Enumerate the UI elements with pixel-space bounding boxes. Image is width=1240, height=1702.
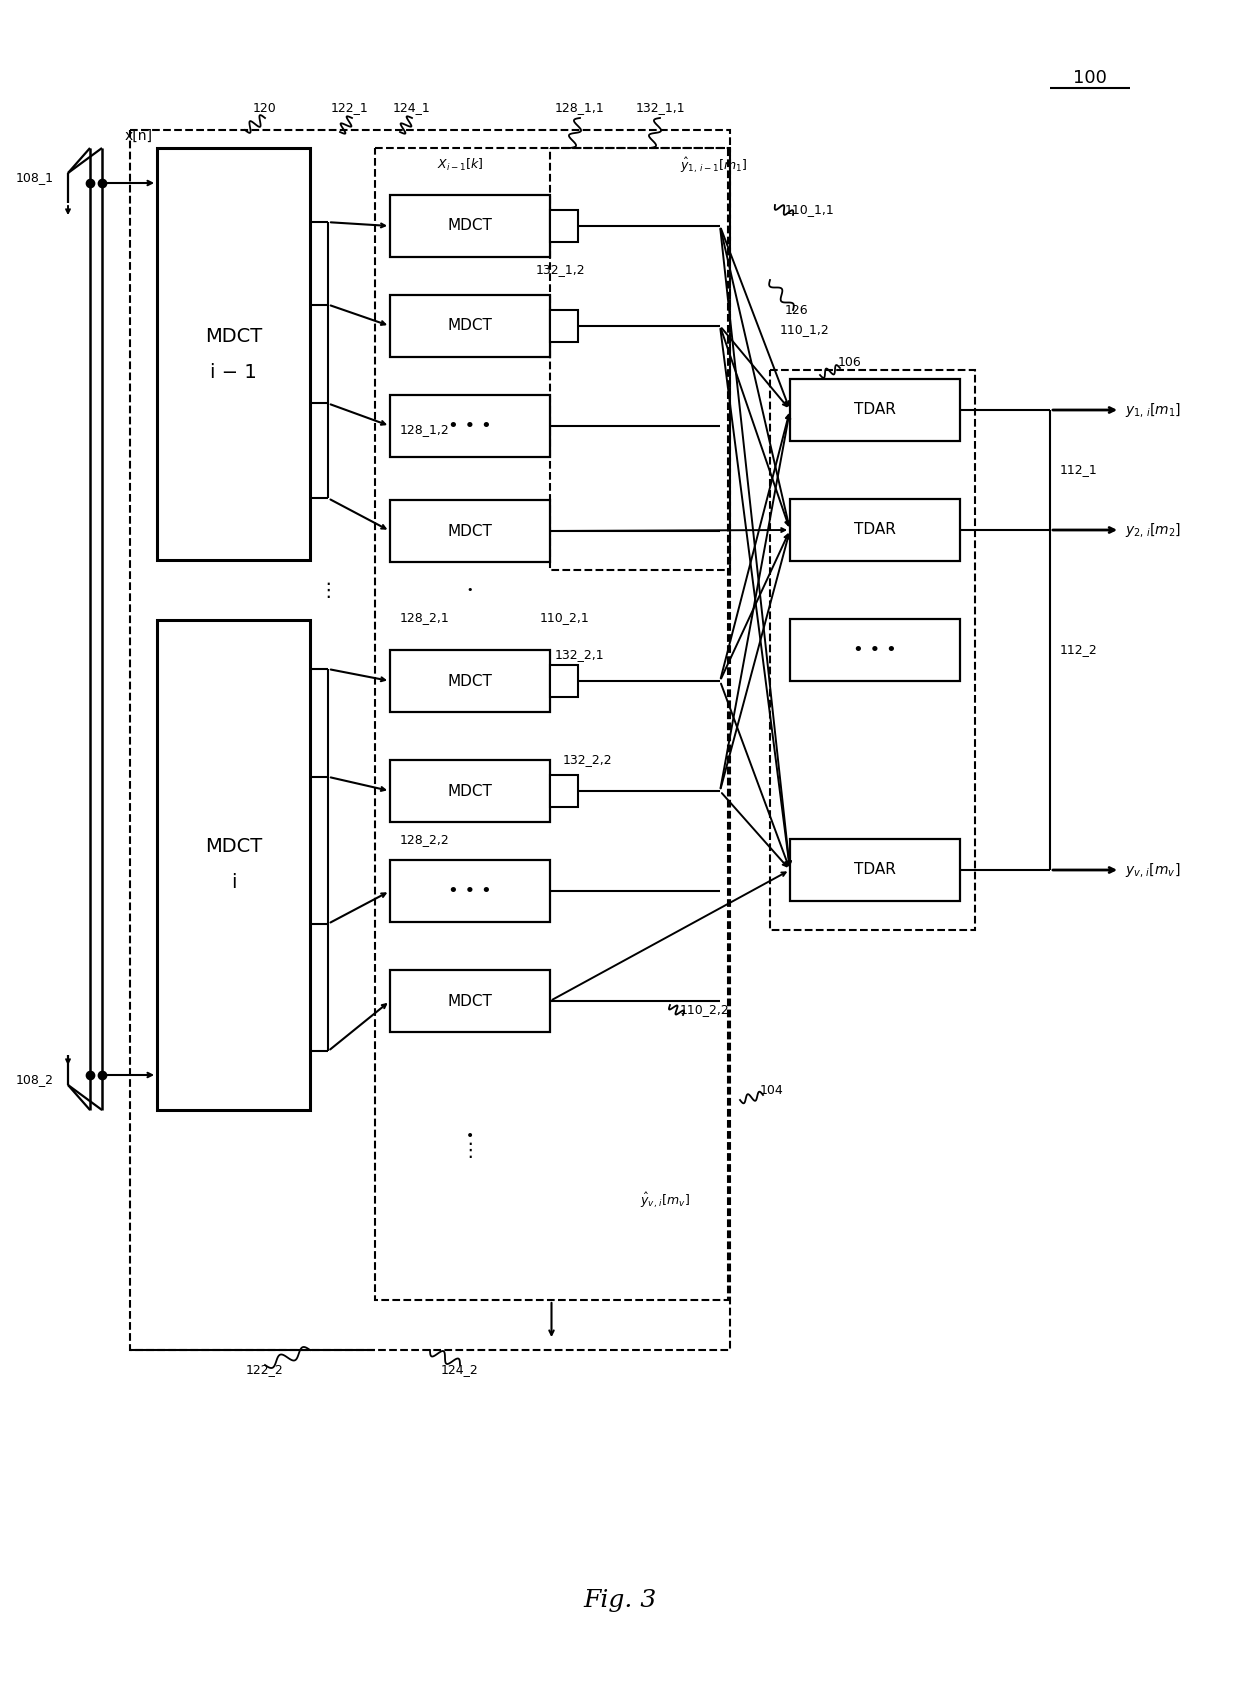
Text: 100: 100 bbox=[1073, 70, 1107, 87]
Bar bbox=[391, 196, 551, 257]
Text: 132_1,2: 132_1,2 bbox=[536, 264, 585, 276]
Bar bbox=[551, 209, 578, 242]
Text: 110_1,1: 110_1,1 bbox=[785, 204, 835, 216]
Text: • • •: • • • bbox=[448, 417, 492, 436]
Bar bbox=[551, 774, 578, 807]
Bar bbox=[790, 380, 960, 441]
Text: 112_1: 112_1 bbox=[1060, 463, 1097, 477]
Text: •: • bbox=[466, 585, 474, 596]
Text: MDCT: MDCT bbox=[205, 327, 262, 346]
Bar bbox=[551, 148, 730, 570]
Text: • • •: • • • bbox=[853, 642, 897, 659]
Text: MDCT: MDCT bbox=[448, 218, 492, 233]
Text: 122_1: 122_1 bbox=[331, 102, 368, 114]
Text: 110_2,1: 110_2,1 bbox=[539, 611, 590, 625]
Text: •: • bbox=[466, 1128, 474, 1144]
Text: i − 1: i − 1 bbox=[210, 363, 257, 381]
Text: $y_{2,\,i}[m_2]$: $y_{2,\,i}[m_2]$ bbox=[1125, 521, 1182, 540]
Bar bbox=[391, 294, 551, 357]
Text: TDAR: TDAR bbox=[854, 402, 897, 417]
Bar bbox=[157, 620, 310, 1110]
Text: 124_1: 124_1 bbox=[393, 102, 430, 114]
Text: $y_{v,\,i}[m_v]$: $y_{v,\,i}[m_v]$ bbox=[1125, 861, 1180, 878]
Text: 132_2,2: 132_2,2 bbox=[563, 754, 613, 766]
Text: MDCT: MDCT bbox=[205, 837, 262, 856]
Text: MDCT: MDCT bbox=[448, 674, 492, 689]
Text: $y_{1,\,i}[m_1]$: $y_{1,\,i}[m_1]$ bbox=[1125, 402, 1182, 419]
Text: 108_1: 108_1 bbox=[16, 172, 55, 184]
Bar bbox=[391, 650, 551, 711]
Text: 110_2,2: 110_2,2 bbox=[680, 1004, 730, 1016]
Bar bbox=[391, 860, 551, 922]
Text: ⋮: ⋮ bbox=[460, 1140, 480, 1159]
Bar bbox=[374, 148, 728, 1300]
Text: MDCT: MDCT bbox=[448, 524, 492, 538]
Text: 132_1,1: 132_1,1 bbox=[635, 102, 684, 114]
Bar bbox=[391, 761, 551, 822]
Text: 128_1,2: 128_1,2 bbox=[401, 424, 450, 436]
Text: i: i bbox=[231, 873, 237, 892]
Text: TDAR: TDAR bbox=[854, 863, 897, 878]
Text: 128_2,2: 128_2,2 bbox=[401, 834, 450, 846]
Bar bbox=[790, 499, 960, 562]
Text: 124_2: 124_2 bbox=[441, 1363, 479, 1377]
Text: MDCT: MDCT bbox=[448, 318, 492, 334]
Text: 128_1,1: 128_1,1 bbox=[556, 102, 605, 114]
Text: ⋮: ⋮ bbox=[319, 580, 337, 599]
Text: x[n]: x[n] bbox=[125, 129, 153, 143]
Text: MDCT: MDCT bbox=[448, 783, 492, 798]
Text: Fig. 3: Fig. 3 bbox=[583, 1588, 657, 1612]
Text: $\hat{y}_{1,\,i-1}[m_1]$: $\hat{y}_{1,\,i-1}[m_1]$ bbox=[680, 155, 748, 175]
Text: • • •: • • • bbox=[448, 882, 492, 900]
Text: 132_2,1: 132_2,1 bbox=[556, 648, 605, 662]
Text: $X_{i-1}[k]$: $X_{i-1}[k]$ bbox=[436, 157, 484, 174]
Bar bbox=[790, 839, 960, 900]
Bar bbox=[130, 129, 730, 1350]
Text: 104: 104 bbox=[760, 1084, 784, 1096]
Text: 126: 126 bbox=[785, 303, 808, 317]
Bar bbox=[790, 620, 960, 681]
Text: MDCT: MDCT bbox=[448, 994, 492, 1009]
Text: TDAR: TDAR bbox=[854, 523, 897, 538]
Text: 110_1,2: 110_1,2 bbox=[780, 323, 830, 337]
Bar bbox=[391, 500, 551, 562]
Text: 120: 120 bbox=[253, 102, 277, 114]
Bar bbox=[551, 665, 578, 698]
Text: 112_2: 112_2 bbox=[1060, 643, 1097, 657]
Bar bbox=[770, 369, 975, 929]
Text: 108_2: 108_2 bbox=[16, 1074, 55, 1086]
Bar bbox=[157, 148, 310, 560]
Bar bbox=[391, 395, 551, 458]
Text: $\hat{y}_{v,\,i}[m_v]$: $\hat{y}_{v,\,i}[m_v]$ bbox=[640, 1190, 691, 1210]
Text: 128_2,1: 128_2,1 bbox=[401, 611, 450, 625]
Text: 106: 106 bbox=[838, 356, 862, 369]
Bar bbox=[391, 970, 551, 1031]
Text: 122_2: 122_2 bbox=[246, 1363, 284, 1377]
Bar bbox=[551, 310, 578, 342]
